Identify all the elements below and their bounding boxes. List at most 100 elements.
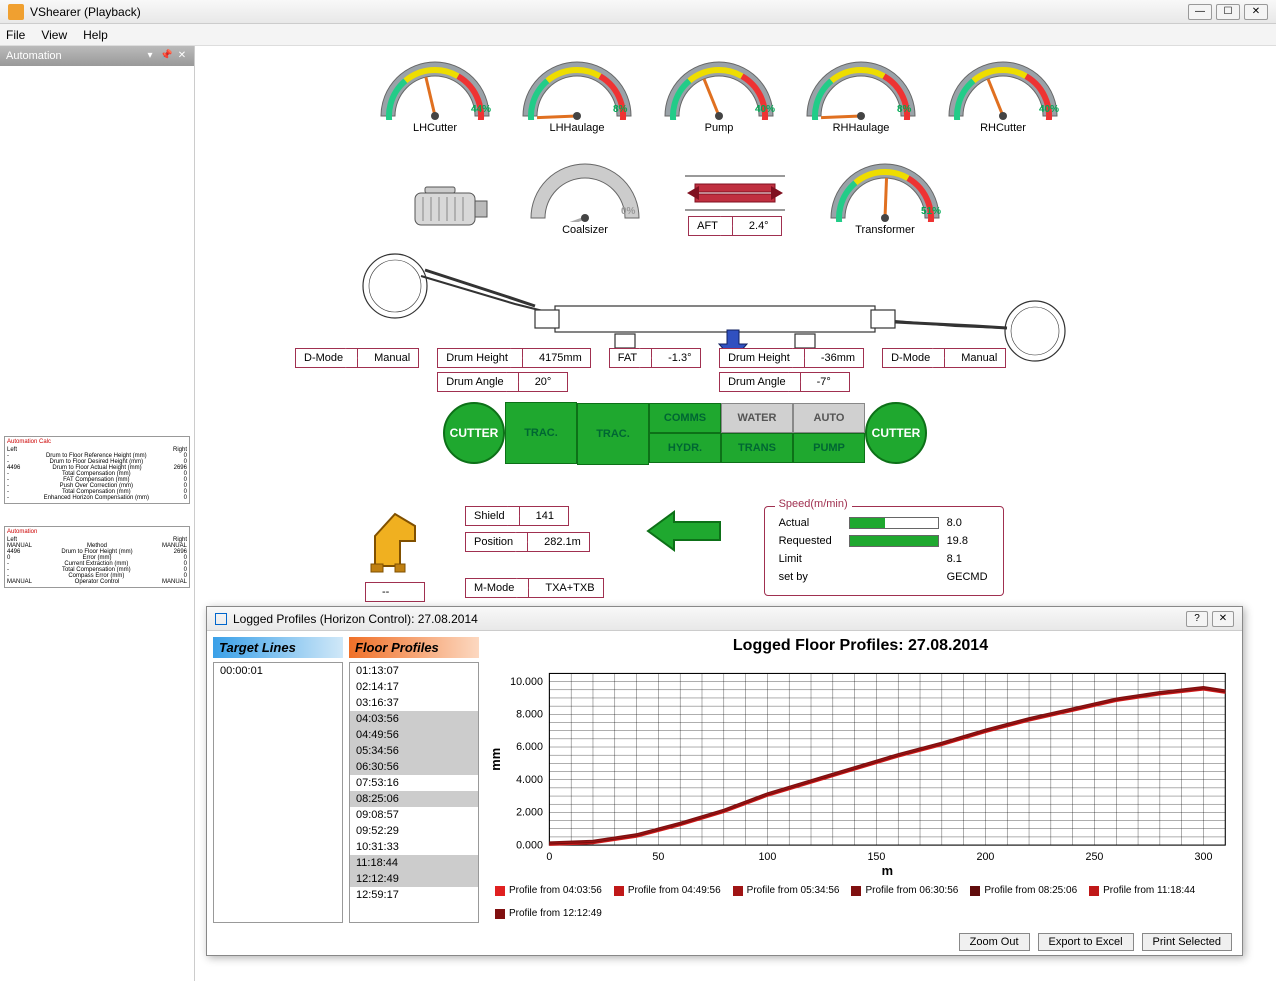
svg-text:10.000: 10.000 (510, 676, 543, 688)
drumangle-left: Drum Angle20° (437, 372, 591, 392)
legend-item: Profile from 08:25:06 (970, 885, 1077, 896)
svg-text:200: 200 (976, 851, 994, 863)
menu-bar: File View Help (0, 24, 1276, 46)
print-selected-button[interactable]: Print Selected (1142, 933, 1232, 951)
list-item[interactable]: 01:13:07 (350, 663, 478, 679)
svg-text:44%: 44% (471, 104, 491, 115)
gauge-lhcutter: 44% LHCutter (375, 54, 495, 134)
zoom-out-button[interactable]: Zoom Out (959, 933, 1030, 951)
trac-left-status: TRAC. (505, 402, 577, 464)
dialog-title-text: Logged Profiles (Horizon Control): 27.08… (233, 612, 478, 626)
speed-panel: Speed(m/min) Actual8.0 Requested19.8 Lim… (764, 506, 1004, 596)
svg-text:6.000: 6.000 (516, 741, 543, 753)
svg-text:51%: 51% (921, 206, 941, 217)
svg-text:100: 100 (758, 851, 776, 863)
svg-text:m: m (882, 863, 893, 878)
dialog-titlebar[interactable]: Logged Profiles (Horizon Control): 27.08… (207, 607, 1242, 631)
list-item[interactable]: 12:12:49 (350, 871, 478, 887)
list-item[interactable]: 02:14:17 (350, 679, 478, 695)
profiles-chart[interactable]: 0501001502002503000.0002.0004.0006.0008.… (485, 659, 1236, 881)
pump-status: PUMP (793, 433, 865, 463)
svg-text:0.000: 0.000 (516, 839, 543, 851)
list-item[interactable]: 09:52:29 (350, 823, 478, 839)
svg-text:0: 0 (546, 851, 552, 863)
position-pill: Position282.1m (465, 532, 604, 552)
menu-help[interactable]: Help (83, 28, 108, 42)
dialog-icon (215, 613, 227, 625)
legend-item: Profile from 11:18:44 (1089, 885, 1195, 896)
list-item[interactable]: 05:34:56 (350, 743, 478, 759)
gauge-rhhaulage: 8% RHHaulage (801, 54, 921, 134)
cutter-right-status: CUTTER (865, 402, 927, 464)
automation-calc-table: Automation Calc LeftRight-Drum to Floor … (4, 436, 190, 504)
trac-right-status: TRAC. (577, 403, 649, 465)
list-item[interactable]: 07:53:16 (350, 775, 478, 791)
mmode-pill: M-ModeTXA+TXB (465, 578, 604, 598)
list-item[interactable]: 00:00:01 (214, 663, 342, 679)
export-excel-button[interactable]: Export to Excel (1038, 933, 1134, 951)
dialog-help-button[interactable]: ? (1186, 611, 1208, 627)
list-item[interactable]: 06:30:56 (350, 759, 478, 775)
svg-text:300: 300 (1195, 851, 1213, 863)
target-lines-header: Target Lines (213, 637, 343, 658)
svg-text:4.000: 4.000 (516, 774, 543, 786)
drumangle-right: Drum Angle-7° (719, 372, 864, 392)
menu-file[interactable]: File (6, 28, 25, 42)
app-icon (8, 4, 24, 20)
comms-status: COMMS (649, 403, 721, 433)
hydr-status: HYDR. (649, 433, 721, 463)
dialog-close-button[interactable]: ✕ (1212, 611, 1234, 627)
list-item[interactable]: 04:49:56 (350, 727, 478, 743)
drumheight-right: Drum Height-36mm (719, 348, 864, 368)
floor-profiles-list[interactable]: 01:13:0702:14:1703:16:3704:03:5604:49:56… (349, 662, 479, 923)
chart-title: Logged Floor Profiles: 27.08.2014 (485, 637, 1236, 655)
gauges-row: 44% LHCutter 8% LHHaulage 40% Pump 8% RH… (375, 54, 1063, 134)
window-title: VShearer (Playback) (30, 5, 1184, 19)
window-titlebar: VShearer (Playback) — ☐ ✕ (0, 0, 1276, 24)
drumheight-left: Drum Height4175mm (437, 348, 591, 368)
maximize-button[interactable]: ☐ (1216, 4, 1240, 20)
close-button[interactable]: ✕ (1244, 4, 1268, 20)
svg-text:40%: 40% (1039, 104, 1059, 115)
list-item[interactable]: 03:16:37 (350, 695, 478, 711)
legend-item: Profile from 06:30:56 (851, 885, 958, 896)
list-item[interactable]: 09:08:57 (350, 807, 478, 823)
aft-icon (675, 166, 795, 216)
list-item[interactable]: 10:31:33 (350, 839, 478, 855)
target-lines-list[interactable]: 00:00:01 (213, 662, 343, 923)
sidebar-close-icon[interactable]: ✕ (176, 50, 188, 62)
cutter-left-status: CUTTER (443, 402, 505, 464)
dmode-right: D-ModeManual (882, 348, 1006, 392)
dmode-left: D-ModeManual (295, 348, 419, 392)
water-status: WATER (721, 403, 793, 433)
params-row: D-ModeManual Drum Height4175mm Drum Angl… (295, 348, 1236, 392)
list-item[interactable]: 11:18:44 (350, 855, 478, 871)
shield-pill: Shield141 (465, 506, 604, 526)
list-item[interactable]: 12:59:17 (350, 887, 478, 903)
legend-item: Profile from 12:12:49 (495, 908, 602, 919)
svg-text:0%: 0% (621, 206, 636, 217)
svg-text:8%: 8% (897, 104, 912, 115)
shield-icon (365, 506, 425, 576)
svg-text:250: 250 (1086, 851, 1104, 863)
sidebar-pin-icon[interactable]: 📌 (160, 50, 172, 62)
gauge-pump: 40% Pump (659, 54, 779, 134)
svg-text:8.000: 8.000 (516, 709, 543, 721)
sidebar-dropdown-icon[interactable]: ▾ (144, 50, 156, 62)
list-item[interactable]: 04:03:56 (350, 711, 478, 727)
gauge-rhcutter: 40% RHCutter (943, 54, 1063, 134)
legend-item: Profile from 04:03:56 (495, 885, 602, 896)
trans-status: TRANS (721, 433, 793, 463)
menu-view[interactable]: View (41, 28, 67, 42)
list-item[interactable]: 08:25:06 (350, 791, 478, 807)
legend-item: Profile from 04:49:56 (614, 885, 721, 896)
sidebar-body: Automation Calc LeftRight-Drum to Floor … (0, 66, 194, 981)
svg-text:40%: 40% (755, 104, 775, 115)
gauge-lhhaulage: 8% LHHaulage (517, 54, 637, 134)
minimize-button[interactable]: — (1188, 4, 1212, 20)
transformer-gauge: 51% Transformer (825, 156, 945, 236)
bottom-info: -- Shield141 Position282.1m M-ModeTXA+TX… (365, 506, 1256, 602)
direction-arrow-icon (644, 506, 724, 556)
status-row: CUTTER TRAC. COMMS WATER AUTO TRAC. HYDR… (443, 402, 927, 464)
dash-pill: -- (365, 582, 425, 602)
